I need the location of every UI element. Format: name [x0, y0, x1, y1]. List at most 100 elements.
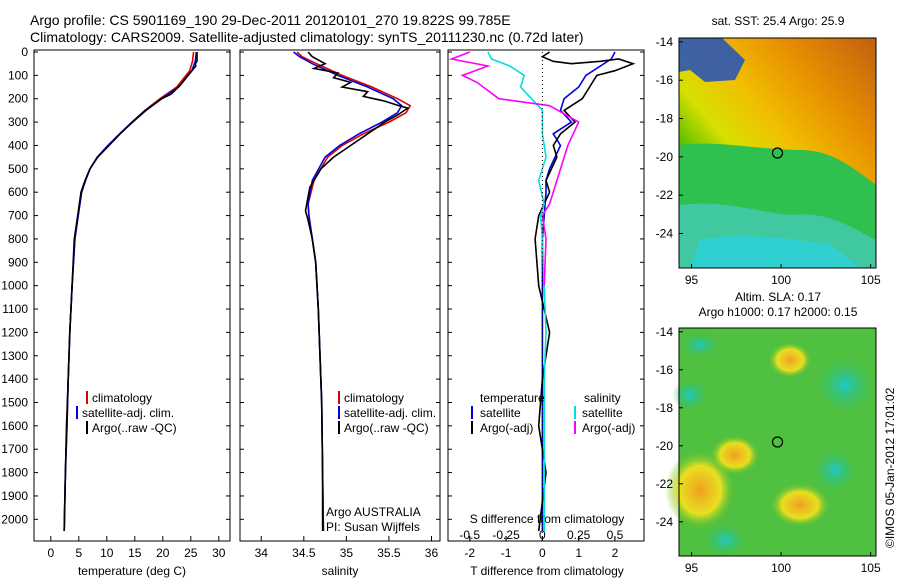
temperature-series: [63, 51, 198, 532]
map-y-tick-label: -14: [656, 325, 674, 339]
depth-tick-label: 1400: [1, 372, 28, 386]
depth-tick-label: 1200: [1, 325, 28, 339]
x-tick-label: 36: [425, 546, 439, 560]
map-x-tick-label: 95: [685, 561, 699, 575]
sla-map-title-1: Altim. SLA: 0.17: [735, 290, 821, 304]
sst-argo-marker: [771, 147, 784, 159]
series-salinity-satellite: [487, 51, 547, 531]
sla-low-anomaly: [680, 333, 720, 357]
depth-tick-label: 600: [8, 185, 28, 199]
legend-salinity-title: salinity: [584, 391, 621, 405]
sla-map-title-2: Argo h1000: 0.17 h2000: 0.15: [699, 305, 858, 319]
x-tick-label: 25: [184, 546, 198, 560]
x-tick-label: 0.25: [567, 528, 591, 542]
x-tick-label: -0.25: [492, 528, 520, 542]
imos-stamp: ©IMOS 05-Jan-2012 17:01:02: [883, 387, 897, 548]
legend-temperature-title: temperature: [480, 391, 545, 405]
x-tick-label: 30: [212, 546, 226, 560]
depth-tick-label: 200: [8, 92, 28, 106]
sla-high-anomaly: [665, 450, 735, 530]
depth-tick-label: 1500: [1, 395, 28, 409]
depth-tick-label: 300: [8, 115, 28, 129]
depth-tick-label: 1600: [1, 419, 28, 433]
salinity-xlabel: salinity: [322, 564, 359, 578]
x-tick-label: -2: [464, 546, 475, 560]
depth-tick-label: 700: [8, 209, 28, 223]
map-x-tick-label: 105: [861, 561, 881, 575]
sla-argo-marker: [771, 436, 784, 448]
header-line-2: Climatology: CARS2009. Satellite-adjuste…: [30, 29, 584, 45]
map-y-tick-label: -14: [656, 35, 674, 49]
series-argo-raw-qc-: [304, 51, 410, 531]
difference-series: [448, 51, 636, 532]
map-y-tick-label: -24: [656, 227, 674, 241]
x-tick-label: 0.5: [607, 528, 624, 542]
sla-high-anomaly: [770, 483, 830, 527]
series-temperature-argo-adj-: [534, 51, 636, 532]
sst-map: [678, 37, 877, 269]
sst-cloud-patch: [679, 38, 745, 82]
x-tick-label: 34: [255, 546, 269, 560]
pi-note: PI: Susan Wijffels: [326, 520, 420, 534]
x-tick-label: -0.5: [459, 528, 480, 542]
legend-label-argo: Argo(..raw -QC): [344, 421, 429, 435]
legend-label-argo: Argo(..raw -QC): [92, 421, 177, 435]
salinity-x-axis: 34 34.5 35 35.5 36: [255, 536, 439, 560]
difference-xlabel-top: S difference from climatology: [470, 512, 625, 526]
x-tick-label: 35: [340, 546, 354, 560]
legend-label-t-satellite: satellite: [480, 406, 521, 420]
salinity-legend: climatology satellite-adj. clim. Argo(..…: [326, 391, 436, 534]
map-x-tick-label: 105: [861, 273, 881, 287]
depth-tick-label: 1100: [2, 302, 28, 316]
sla-high-anomaly: [710, 435, 760, 475]
map-y-tick-label: -24: [656, 515, 674, 529]
depth-tick-label: 1900: [1, 489, 28, 503]
depth-axis: 0 100 200 300 400 500 600 700 800 900 1000 1100 1200…: [1, 45, 644, 526]
header-line-1: Argo profile: CS 5901169_190 29-Dec-2011…: [30, 12, 511, 28]
depth-tick-label: 2000: [1, 512, 28, 526]
sla-high-anomaly: [768, 342, 812, 378]
depth-tick-label: 100: [8, 68, 28, 82]
difference-legend: temperature salinity satellite Argo(-adj…: [471, 391, 635, 435]
x-tick-label: 2: [612, 546, 619, 560]
x-tick-label: 5: [75, 546, 82, 560]
sst-map-axes: 95 100 105 -14 -16 -18 -20 -22 -24: [656, 35, 881, 287]
x-tick-label: -1: [501, 546, 512, 560]
map-y-tick-label: -22: [656, 188, 674, 202]
x-tick-label: 0: [47, 546, 54, 560]
salinity-series: [293, 51, 412, 532]
depth-tick-label: 900: [8, 255, 28, 269]
map-y-tick-label: -22: [656, 477, 674, 491]
legend-label-satellite: satellite-adj. clim.: [344, 406, 436, 420]
series-argo-raw-qc-: [63, 52, 198, 532]
x-tick-label: 15: [128, 546, 142, 560]
temperature-x-axis: 0 5 10 15 20 25 30: [47, 536, 226, 560]
institution-note: Argo AUSTRALIA: [326, 505, 421, 519]
depth-tick-label: 0: [21, 45, 28, 59]
series-climatology: [296, 51, 412, 532]
x-tick-label: 10: [100, 546, 114, 560]
temperature-xlabel: temperature (deg C): [78, 564, 186, 578]
legend-label-climatology: climatology: [92, 391, 152, 405]
legend-label-satellite: satellite-adj. clim.: [82, 406, 174, 420]
sla-map-axes: 95 100 105 -14 -16 -18 -20 -22 -24: [656, 325, 881, 575]
depth-tick-label: 1000: [1, 279, 28, 293]
series-climatology: [63, 51, 195, 532]
depth-tick-label: 500: [8, 162, 28, 176]
x-tick-label: 0: [539, 546, 546, 560]
series-temperature-satellite: [541, 51, 616, 531]
legend-label-t-argo: Argo(-adj): [480, 421, 533, 435]
sla-low-anomaly: [672, 379, 708, 411]
x-tick-label: 1: [575, 546, 582, 560]
difference-x-axis: -2 -1 0 1 2 -0.5 -0.25 0 0.25 0.5: [459, 528, 623, 560]
sst-map-frame: [678, 37, 877, 269]
difference-panel-frame: [447, 49, 645, 542]
map-x-tick-label: 100: [771, 273, 791, 287]
map-y-tick-label: -20: [656, 150, 674, 164]
map-y-tick-label: -18: [656, 112, 674, 126]
sst-map-title: sat. SST: 25.4 Argo: 25.9: [712, 14, 845, 28]
sla-low-anomaly: [813, 448, 857, 492]
difference-xlabel-bottom: T difference from climatology: [470, 564, 624, 578]
map-y-tick-label: -18: [656, 401, 674, 415]
